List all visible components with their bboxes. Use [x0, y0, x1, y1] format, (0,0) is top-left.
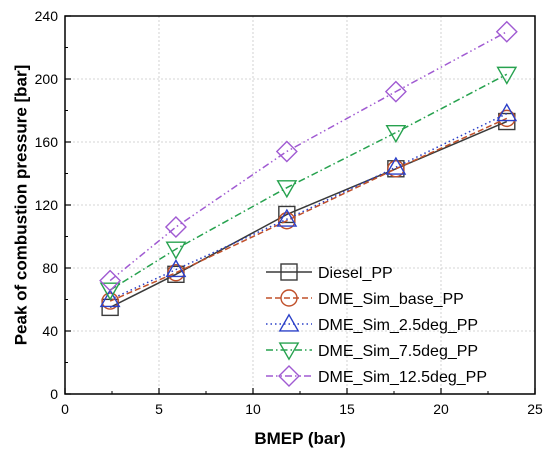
axis-ticks: 0 5 10 15 20 25 0 40 80 120 160 200 240 — [35, 8, 543, 417]
series-1 — [101, 109, 516, 310]
x-tick-label: 10 — [245, 401, 261, 417]
legend: Diesel_PP DME_Sim_base_PP DME_Sim_2.5deg_P… — [266, 263, 487, 387]
legend-item: DME_Sim_7.5deg_PP — [266, 342, 478, 361]
data-point — [275, 140, 298, 163]
data-point — [167, 264, 185, 282]
series-line — [109, 73, 508, 291]
legend-marker — [280, 263, 298, 281]
series-2 — [99, 103, 518, 308]
series-3 — [99, 66, 518, 301]
legend-label: DME_Sim_7.5deg_PP — [318, 343, 478, 360]
y-tick-label: 0 — [50, 386, 58, 402]
series-0 — [101, 112, 516, 317]
y-tick-label: 80 — [42, 260, 58, 276]
x-tick-label: 20 — [433, 401, 449, 417]
data-point — [99, 282, 121, 301]
series-line — [109, 117, 508, 302]
x-axis-title: BMEP (bar) — [254, 429, 345, 448]
y-tick-label: 200 — [35, 71, 59, 87]
data-point — [101, 292, 119, 310]
legend-label: DME_Sim_2.5deg_PP — [318, 317, 478, 334]
data-point — [384, 80, 407, 103]
data-point — [99, 288, 121, 308]
data-point — [276, 180, 298, 199]
data-point — [496, 103, 518, 122]
y-tick-label: 160 — [35, 134, 59, 150]
data-point — [387, 160, 405, 178]
legend-label: Diesel_PP — [318, 265, 393, 282]
data-point — [496, 66, 518, 85]
series-line — [109, 120, 508, 309]
x-tick-label: 25 — [527, 401, 543, 417]
series-4 — [99, 20, 518, 292]
data-point — [385, 124, 407, 144]
legend-item: Diesel_PP — [266, 263, 393, 282]
plot-frame — [64, 15, 536, 395]
data-point — [276, 208, 298, 227]
series-line — [109, 31, 508, 282]
y-tick-label: 40 — [42, 323, 58, 339]
legend-item: DME_Sim_12.5deg_PP — [266, 365, 487, 387]
legend-item: DME_Sim_2.5deg_PP — [266, 313, 478, 334]
grid-lines — [65, 16, 535, 394]
data-point — [165, 258, 187, 278]
data-point — [495, 20, 518, 43]
x-tick-label: 5 — [155, 401, 163, 417]
data-point — [278, 212, 296, 230]
y-tick-label: 120 — [35, 197, 59, 213]
legend-label: DME_Sim_12.5deg_PP — [318, 369, 487, 386]
x-tick-label: 0 — [61, 401, 69, 417]
legend-item: DME_Sim_base_PP — [266, 289, 464, 308]
legend-label: DME_Sim_base_PP — [318, 291, 464, 308]
legend-marker — [278, 342, 300, 361]
x-tick-label: 15 — [339, 401, 355, 417]
legend-marker — [278, 313, 300, 332]
y-axis-title: Peak of combustion pressure [bar] — [11, 65, 30, 346]
legend-marker — [280, 289, 298, 307]
data-point — [164, 216, 187, 239]
data-point — [165, 241, 187, 260]
y-tick-label: 240 — [35, 8, 59, 24]
series-line — [109, 112, 508, 301]
legend-marker — [278, 365, 300, 387]
series-layer — [99, 20, 518, 317]
data-point — [278, 205, 296, 224]
data-point — [385, 156, 407, 175]
data-point — [99, 269, 122, 292]
